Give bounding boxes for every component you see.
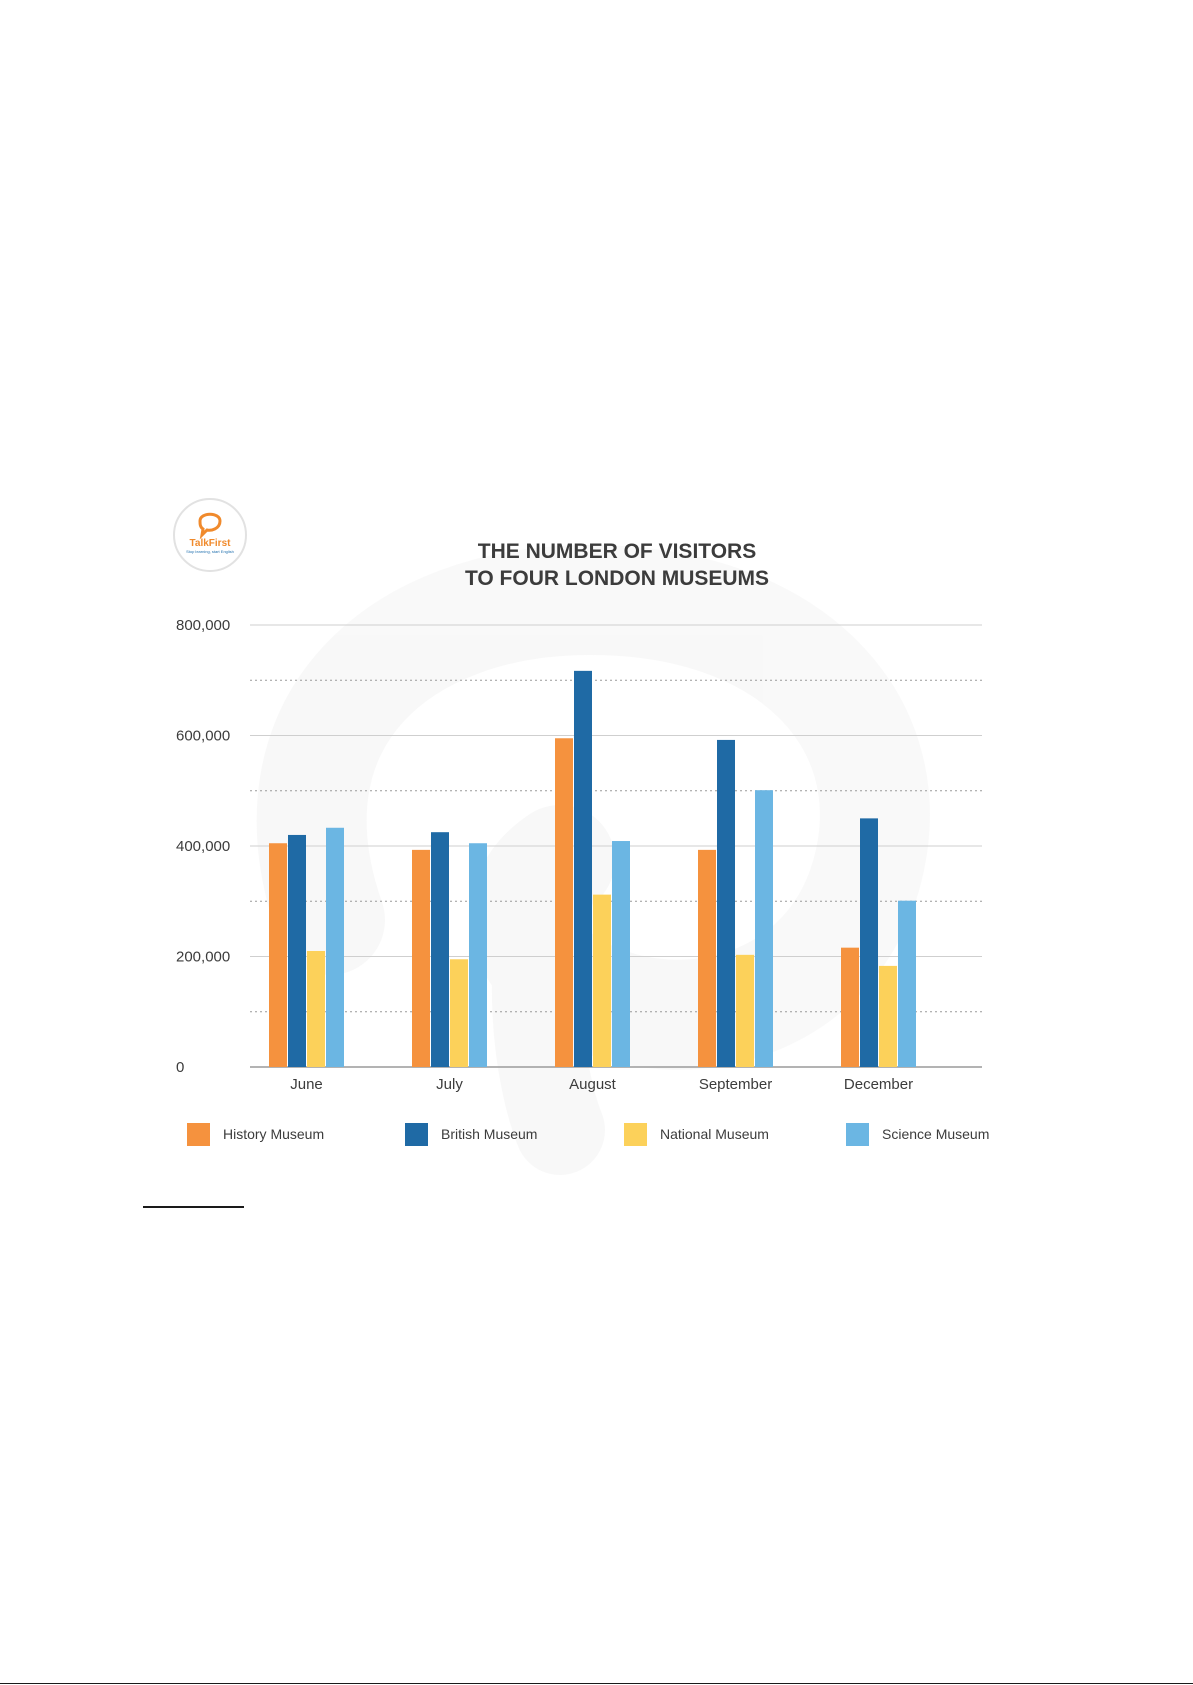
talkfirst-logo: TalkFirst Stop learning, start English bbox=[173, 498, 247, 572]
y-tick-label: 400,000 bbox=[176, 838, 230, 855]
x-category-label: June bbox=[290, 1076, 323, 1093]
footnote-rule bbox=[143, 1206, 244, 1208]
bar bbox=[612, 841, 630, 1067]
bars bbox=[269, 670, 916, 1067]
legend-swatch bbox=[624, 1123, 647, 1146]
bar bbox=[412, 849, 430, 1067]
bar bbox=[574, 670, 592, 1067]
legend-swatch bbox=[846, 1123, 869, 1146]
y-tick-label: 0 bbox=[176, 1059, 184, 1076]
bar bbox=[555, 738, 573, 1067]
bar bbox=[841, 947, 859, 1067]
chart-title-line-2: TO FOUR LONDON MUSEUMS bbox=[465, 567, 769, 590]
legend-label: Science Museum bbox=[882, 1126, 989, 1142]
x-axis-categories: June July August September December bbox=[290, 1076, 913, 1093]
x-category-label: September bbox=[699, 1076, 772, 1093]
x-category-label: July bbox=[436, 1076, 463, 1093]
legend-swatch bbox=[405, 1123, 428, 1146]
x-category-label: December bbox=[844, 1076, 913, 1093]
legend-swatch bbox=[187, 1123, 210, 1146]
legend-label: British Museum bbox=[441, 1126, 537, 1142]
y-tick-label: 200,000 bbox=[176, 949, 230, 966]
bar bbox=[307, 950, 325, 1067]
legend: History Museum British Museum National Mus… bbox=[187, 1123, 989, 1146]
legend-label: National Museum bbox=[660, 1126, 769, 1142]
bar bbox=[717, 739, 735, 1067]
bar bbox=[755, 790, 773, 1067]
bar bbox=[269, 843, 287, 1067]
y-axis-ticks: 0 200,000 400,000 600,000 800,000 bbox=[176, 617, 230, 1076]
bar bbox=[431, 832, 449, 1067]
x-category-label: August bbox=[569, 1076, 617, 1093]
legend-label: History Museum bbox=[223, 1126, 324, 1142]
bar bbox=[879, 965, 897, 1067]
bar bbox=[469, 843, 487, 1067]
bar bbox=[736, 954, 754, 1067]
bar bbox=[860, 818, 878, 1067]
bar bbox=[326, 827, 344, 1067]
bar bbox=[288, 834, 306, 1067]
bar bbox=[898, 900, 916, 1067]
bar bbox=[450, 959, 468, 1067]
bar bbox=[593, 894, 611, 1067]
bar bbox=[698, 849, 716, 1067]
logo-name: TalkFirst bbox=[190, 538, 232, 549]
page-bottom-rule bbox=[0, 1683, 1193, 1684]
logo-tagline: Stop learning, start English bbox=[186, 549, 234, 554]
y-tick-label: 800,000 bbox=[176, 617, 230, 634]
y-tick-label: 600,000 bbox=[176, 728, 230, 745]
chart-title-line-1: THE NUMBER OF VISITORS bbox=[478, 540, 756, 563]
